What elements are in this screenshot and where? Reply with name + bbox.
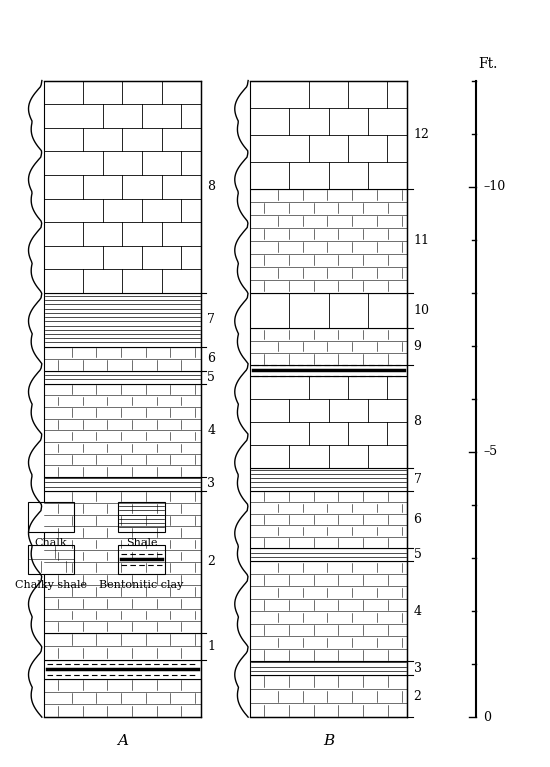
Bar [250,675,407,717]
Bar [250,376,407,468]
Bar [250,661,407,675]
Text: 6: 6 [414,513,422,526]
Bar [44,347,201,371]
Text: Ft.: Ft. [478,58,498,71]
Bar [44,293,201,347]
Bar [44,633,201,660]
Bar [250,328,407,365]
Bar [118,502,165,532]
Text: 0: 0 [483,711,492,723]
Text: 1: 1 [207,640,216,653]
Bar [44,371,201,384]
Bar [44,491,201,633]
Bar [250,293,407,328]
Text: –5: –5 [483,446,498,459]
Bar [250,81,407,189]
Text: 2: 2 [414,690,421,703]
Text: 7: 7 [207,314,215,326]
Text: 3: 3 [414,662,422,674]
Bar [250,561,407,661]
Text: 10: 10 [414,304,430,317]
Bar [44,679,201,717]
Text: 11: 11 [414,235,430,247]
Text: 5: 5 [414,548,421,561]
Text: 3: 3 [207,478,216,490]
Bar [44,660,201,679]
Text: B: B [323,734,334,748]
Text: Chalky shale: Chalky shale [15,580,87,590]
Bar [250,548,407,561]
Bar [118,545,165,574]
Text: A: A [117,734,128,748]
Text: 5: 5 [207,371,215,384]
Text: 4: 4 [414,605,422,617]
Text: Chalk: Chalk [35,538,67,548]
Bar [44,384,201,477]
Bar [28,502,74,532]
Text: 12: 12 [414,128,430,141]
Text: 8: 8 [414,416,422,428]
Text: 2: 2 [207,555,215,568]
Bar [250,468,407,491]
Bar [28,545,74,574]
Text: Bentonitic clay: Bentonitic clay [100,580,184,590]
Text: 7: 7 [414,473,421,486]
Bar [250,491,407,548]
Bar [44,81,201,293]
Text: 6: 6 [207,353,216,365]
Text: Shale: Shale [126,538,157,548]
Bar [44,477,201,491]
Text: –10: –10 [483,180,505,193]
Bar [250,365,407,376]
Text: 4: 4 [207,424,216,436]
Bar [250,189,407,293]
Text: 9: 9 [414,341,421,353]
Text: 8: 8 [207,180,216,193]
